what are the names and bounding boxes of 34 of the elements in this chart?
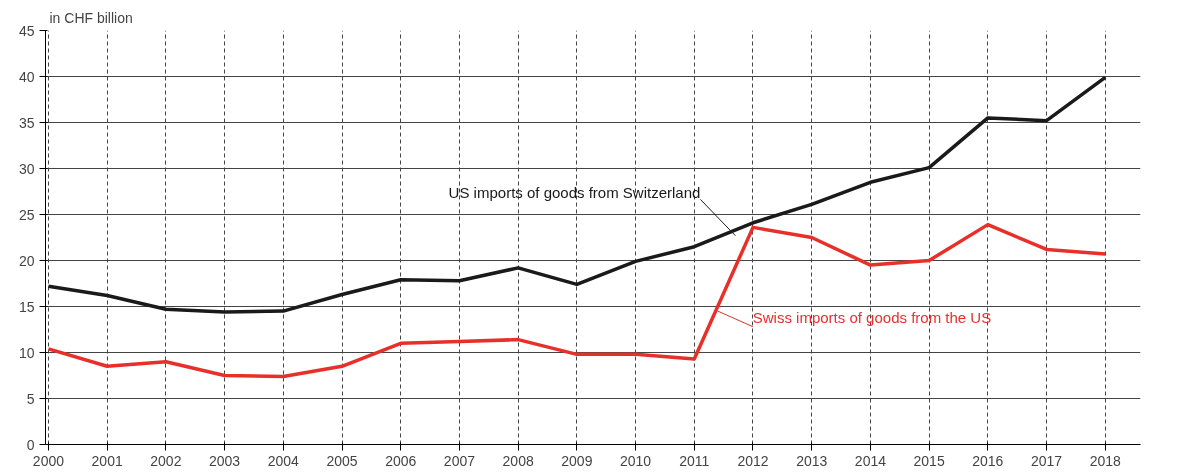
x-tick-label: 2018 — [1089, 452, 1122, 469]
x-tick-label: 2007 — [443, 452, 476, 469]
x-tick-label: 2010 — [619, 452, 652, 469]
x-tick-label: 2011 — [679, 452, 710, 469]
line-series — [46, 75, 1108, 314]
x-tick-label: 2016 — [972, 452, 1004, 469]
x-tick-label: 2014 — [854, 452, 887, 469]
y-tick-label: 30 — [18, 160, 35, 177]
x-tick-label: 2009 — [561, 452, 593, 469]
annotation: US imports of goods from Switzerland — [448, 183, 701, 201]
y-tick-label: 10 — [18, 344, 35, 361]
y-tick-label: 5 — [26, 390, 35, 407]
x-tick-label: 2001 — [91, 452, 123, 469]
annotation: Swiss imports of goods from the US — [752, 309, 992, 327]
y-tick-label: 35 — [18, 114, 35, 131]
y-tick-label: 20 — [18, 252, 35, 269]
x-tick-label: 2002 — [150, 452, 182, 469]
x-tick-label: 2006 — [385, 452, 417, 469]
line-series — [46, 222, 1108, 379]
x-tick-label: 2000 — [32, 452, 65, 469]
y-tick-label: 25 — [18, 206, 35, 223]
y-axis-title: in CHF billion — [49, 9, 133, 26]
y-tick-label: 15 — [18, 298, 35, 315]
x-tick-label: 2015 — [913, 452, 945, 469]
y-tick-label: 40 — [18, 68, 35, 85]
y-tick-label: 0 — [26, 436, 35, 453]
y-tick-label: 45 — [18, 22, 35, 39]
x-tick-label: 2012 — [737, 452, 769, 469]
x-tick-label: 2013 — [796, 452, 828, 469]
x-tick-label: 2003 — [209, 452, 241, 469]
x-tick-label: 2004 — [267, 452, 300, 469]
x-tick-label: 2017 — [1030, 452, 1063, 469]
x-tick-label: 2008 — [502, 452, 534, 469]
x-tick-label: 2005 — [326, 452, 358, 469]
